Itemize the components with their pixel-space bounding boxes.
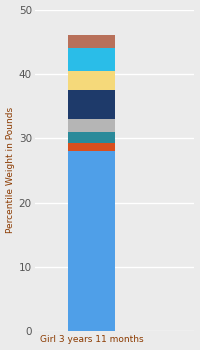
Bar — [68, 119, 115, 132]
Bar — [68, 35, 115, 48]
Bar — [68, 151, 115, 331]
Bar — [68, 90, 115, 119]
Bar — [68, 144, 115, 151]
Bar — [68, 132, 115, 143]
Y-axis label: Percentile Weight in Pounds: Percentile Weight in Pounds — [6, 107, 15, 233]
Bar — [68, 71, 115, 90]
Bar — [68, 48, 115, 71]
